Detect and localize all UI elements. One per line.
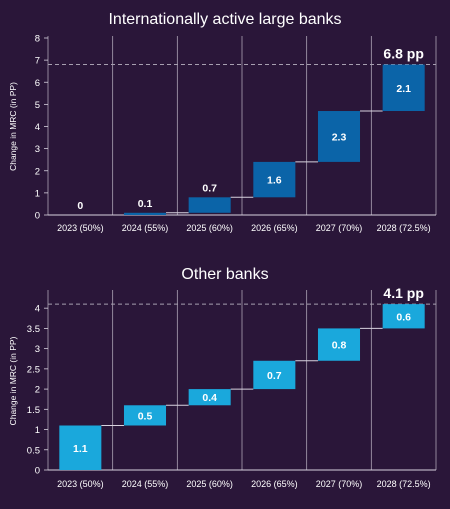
waterfall-bar (317, 328, 361, 361)
data-label: 0.5 (138, 410, 153, 422)
x-tick-label: 2028 (72.5%) (377, 479, 431, 489)
data-label: 0.6 (396, 311, 411, 323)
waterfall-bar (123, 405, 167, 426)
y-tick-label: 1 (35, 425, 40, 436)
x-tick-label: 2027 (70%) (316, 479, 363, 489)
data-label: 2.1 (396, 83, 411, 95)
y-tick-label: 0 (35, 466, 40, 477)
y-tick-label: 4 (35, 122, 40, 133)
waterfall-bar (123, 212, 167, 215)
y-tick-label: 2 (35, 385, 40, 396)
x-tick-label: 2024 (55%) (122, 223, 169, 233)
y-tick-label: 5 (35, 100, 40, 111)
waterfall-bar (188, 197, 231, 213)
y-tick-label: 4 (35, 304, 40, 315)
total-label: 6.8 pp (383, 46, 423, 62)
y-axis-label: Change in MRC (in PP) (8, 336, 18, 425)
waterfall-bar (317, 111, 361, 162)
x-tick-label: 2024 (55%) (122, 479, 169, 489)
x-tick-label: 2026 (65%) (251, 223, 298, 233)
y-tick-label: 1.5 (27, 405, 40, 416)
y-tick-label: 2 (35, 166, 40, 177)
chart-title: Other banks (181, 266, 268, 283)
x-tick-label: 2027 (70%) (316, 223, 363, 233)
data-label: 0.7 (202, 182, 217, 194)
y-tick-label: 6 (35, 78, 40, 89)
x-tick-label: 2023 (50%) (57, 223, 104, 233)
y-tick-label: 3 (35, 344, 40, 355)
data-label: 1.1 (73, 443, 88, 455)
total-label: 4.1 pp (383, 285, 423, 301)
y-tick-label: 1 (35, 188, 40, 199)
waterfall-bar (382, 304, 425, 329)
y-tick-label: 0 (35, 211, 40, 222)
data-label: 0.7 (267, 370, 282, 382)
waterfall-bar (382, 64, 425, 112)
y-tick-label: 3 (35, 144, 40, 155)
waterfall-bar (253, 360, 296, 390)
x-tick-label: 2028 (72.5%) (377, 223, 431, 233)
x-tick-label: 2026 (65%) (251, 479, 298, 489)
y-tick-label: 0.5 (27, 445, 40, 456)
data-label: 0.8 (332, 340, 347, 352)
data-label: 2.3 (332, 131, 347, 143)
x-tick-label: 2023 (50%) (57, 479, 104, 489)
data-label: 0.1 (138, 198, 153, 210)
y-tick-label: 7 (35, 56, 40, 67)
waterfall-bar (59, 425, 102, 470)
data-label: 0 (77, 200, 83, 212)
x-tick-label: 2025 (60%) (186, 223, 233, 233)
x-tick-label: 2025 (60%) (186, 479, 233, 489)
y-axis-label: Change in MRC (in PP) (8, 82, 18, 171)
data-label: 1.6 (267, 175, 282, 187)
waterfall-bar (188, 389, 231, 406)
chart-title: Internationally active large banks (108, 11, 341, 28)
data-label: 0.4 (202, 392, 217, 404)
y-tick-label: 8 (35, 34, 40, 45)
waterfall-bar (253, 161, 296, 198)
y-tick-label: 2.5 (27, 364, 40, 375)
y-tick-label: 3.5 (27, 324, 40, 335)
